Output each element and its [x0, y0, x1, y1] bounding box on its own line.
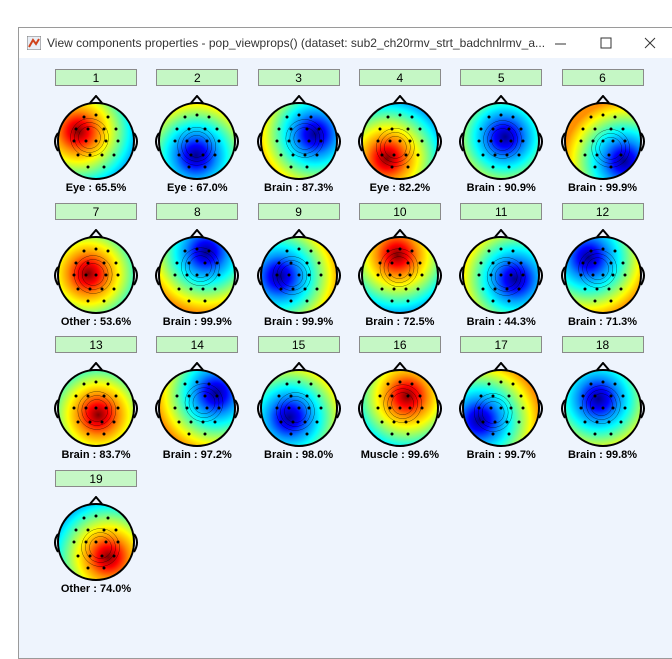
- component-label: Brain : 99.9%: [567, 182, 638, 194]
- component-label: Brain : 97.2%: [162, 449, 232, 461]
- component-label: Other : 53.6%: [60, 315, 132, 328]
- topomap: [459, 228, 544, 314]
- component-button[interactable]: 9: [257, 202, 340, 220]
- topomap: [54, 362, 138, 447]
- component-button[interactable]: 10: [358, 202, 441, 220]
- component-label: Brain : 83.7%: [61, 449, 131, 461]
- topomap: [256, 95, 341, 180]
- component-button[interactable]: 19: [55, 469, 137, 487]
- component-label: Brain : 44.3%: [466, 315, 536, 328]
- component-button[interactable]: 8: [156, 202, 239, 220]
- component-label: Brain : 98.0%: [264, 449, 334, 461]
- topomap: [560, 362, 645, 447]
- topomap: [560, 228, 645, 314]
- topomap: [256, 362, 341, 447]
- topomap: [54, 95, 138, 180]
- component-button[interactable]: 11: [460, 202, 543, 220]
- component-label: Eye : 82.2%: [369, 182, 431, 194]
- component-button[interactable]: 2: [156, 69, 239, 86]
- app-icon: [27, 36, 41, 50]
- component-label: Brain : 71.3%: [567, 315, 638, 328]
- component-button[interactable]: 7: [55, 202, 137, 220]
- component-label: Brain : 87.3%: [264, 182, 334, 194]
- topomap: [155, 95, 240, 180]
- component-button[interactable]: 17: [460, 336, 543, 353]
- component-label: Brain : 99.8%: [567, 449, 638, 461]
- topomap: [256, 228, 341, 314]
- topomap: [54, 495, 138, 581]
- component-button[interactable]: 16: [358, 336, 441, 353]
- topomap: [459, 362, 544, 447]
- topomap: [560, 95, 645, 180]
- component-label: Brain : 72.5%: [365, 315, 435, 328]
- component-label: Brain : 99.9%: [162, 315, 232, 328]
- topomap: [155, 228, 240, 314]
- topomap: [155, 362, 240, 447]
- component-button[interactable]: 4: [358, 69, 441, 86]
- topomap: [357, 228, 442, 314]
- window: View components properties - pop_viewpro…: [18, 27, 672, 659]
- component-button[interactable]: 5: [460, 69, 543, 86]
- component-label: Muscle : 99.6%: [360, 449, 440, 461]
- window-title: View components properties - pop_viewpro…: [47, 36, 546, 50]
- topomap: [54, 228, 138, 314]
- component-button[interactable]: 6: [561, 69, 644, 86]
- component-button[interactable]: 12: [561, 202, 644, 220]
- component-button[interactable]: 14: [156, 336, 239, 353]
- topomap: [459, 95, 544, 180]
- component-button[interactable]: 15: [257, 336, 340, 353]
- component-label: Other : 74.0%: [60, 582, 132, 595]
- component-label: Brain : 99.7%: [466, 449, 536, 461]
- title-bar: View components properties - pop_viewpro…: [19, 28, 672, 58]
- component-button[interactable]: 3: [257, 69, 340, 86]
- window-controls[interactable]: [549, 33, 669, 53]
- component-label: Eye : 65.5%: [65, 182, 127, 194]
- component-button[interactable]: 18: [561, 336, 644, 353]
- component-label: Brain : 90.9%: [466, 182, 536, 194]
- topomap: [357, 362, 442, 447]
- component-label: Brain : 99.9%: [264, 315, 334, 328]
- content: 1 Eye : 65.5% 2 Eye : 67.0% 3 Brain : 87.3% 4 E…: [19, 58, 672, 658]
- component-button[interactable]: 1: [55, 69, 137, 86]
- component-button[interactable]: 13: [55, 336, 137, 353]
- topomap: [357, 95, 442, 180]
- component-label: Eye : 67.0%: [167, 182, 228, 194]
